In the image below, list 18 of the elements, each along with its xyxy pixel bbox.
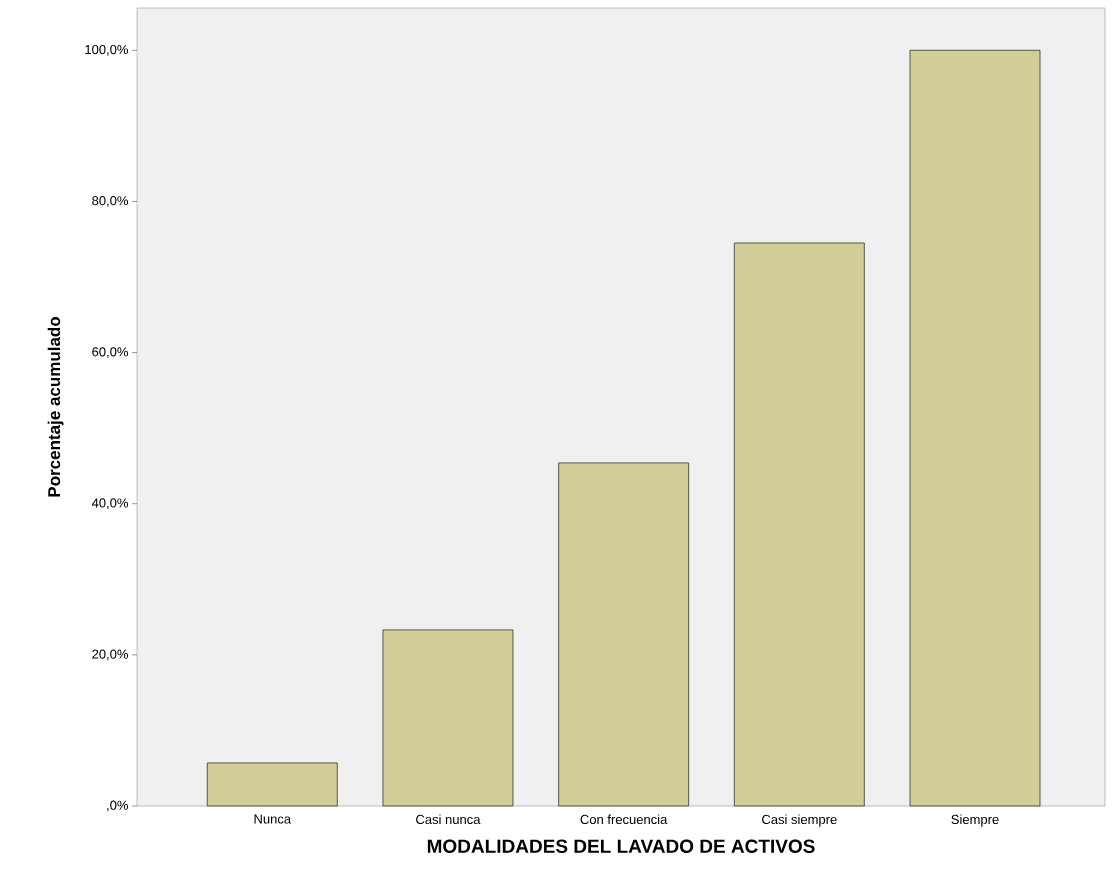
bar	[206, 762, 338, 807]
bar	[382, 629, 514, 807]
y-axis-title: Porcentaje acumulado	[47, 316, 64, 497]
x-tick-label: Casi nunca	[416, 814, 481, 825]
y-tick-label: 20,0%	[92, 649, 129, 661]
x-tick-label: Con frecuencia	[580, 814, 668, 825]
y-tick-label: ,0%	[107, 800, 129, 812]
x-tick-label: Casi siempre	[762, 814, 837, 827]
x-axis-title: MODALIDADES DEL LAVADO DE ACTIVOS	[427, 839, 815, 853]
bar	[909, 49, 1041, 807]
y-tick-label: 100,0%	[85, 44, 129, 56]
y-tick-label: 60,0%	[92, 347, 129, 358]
y-tick-label: 80,0%	[92, 196, 129, 207]
bar	[733, 242, 865, 807]
bar	[558, 462, 690, 807]
y-tick-label: 40,0%	[91, 498, 129, 510]
x-tick-label: Siempre	[951, 814, 999, 827]
x-tick-label: Nunca	[254, 814, 292, 824]
